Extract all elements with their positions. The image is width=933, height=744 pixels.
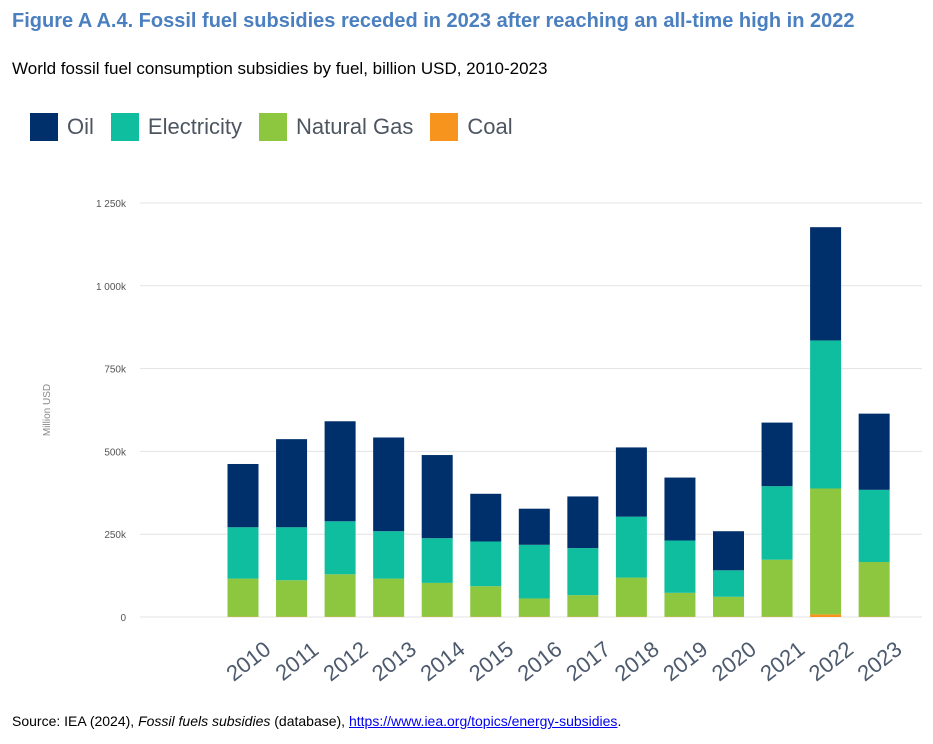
y-axis-title: Million USD (42, 384, 53, 436)
legend-label-oil: Oil (67, 114, 94, 139)
bar-segment-natural-gas (858, 562, 890, 617)
bar-segment-natural-gas (761, 559, 793, 617)
x-tick-label: 2011 (271, 637, 324, 686)
bar-segment-natural-gas (373, 578, 405, 617)
bar-segment-electricity (761, 486, 793, 560)
bar-segment-oil (518, 508, 550, 545)
source-middle: (database), (270, 713, 349, 729)
legend-item-coal[interactable]: Coal (430, 113, 513, 141)
bar-segment-coal (810, 614, 842, 617)
y-tick-label: 750k (104, 365, 127, 376)
x-tick-label: 2020 (707, 636, 761, 686)
bar-segment-electricity (810, 340, 842, 489)
bar-segment-oil (615, 447, 647, 517)
bar-segment-natural-gas (713, 596, 744, 617)
bar-segment-natural-gas (421, 582, 453, 617)
bar-segment-electricity (421, 538, 453, 583)
y-tick-label: 1 000k (96, 282, 127, 293)
bar-segment-natural-gas (518, 598, 550, 617)
bar-segment-oil (227, 463, 259, 528)
x-tick-label: 2022 (804, 636, 858, 686)
source-prefix: Source: IEA (2024), (12, 713, 139, 729)
bar-segment-natural-gas (276, 580, 308, 617)
bar-segment-electricity (518, 544, 550, 599)
bar-segment-oil (324, 421, 356, 522)
y-tick-label: 0 (120, 613, 126, 624)
y-tick-label: 500k (104, 447, 127, 458)
legend-item-natural-gas[interactable]: Natural Gas (259, 113, 413, 141)
bar-segment-electricity (858, 489, 890, 563)
bar-segment-natural-gas (567, 595, 599, 617)
x-tick-label: 2015 (464, 636, 518, 686)
bar-segment-oil (761, 422, 793, 487)
legend-swatch-natural-gas (259, 113, 288, 141)
x-tick-label: 2017 (561, 636, 615, 686)
bar-segment-natural-gas (324, 574, 356, 617)
legend-swatch-oil (30, 113, 58, 141)
bar-segment-natural-gas (664, 592, 696, 617)
bar-segment-electricity (227, 527, 259, 579)
x-tick-label: 2021 (755, 636, 809, 686)
stacked-bar-chart: 0 250k 500k 750k 1 000k 1 250k Million USD 2010… (42, 199, 922, 686)
x-tick-label: 2019 (658, 636, 712, 686)
bar-segment-electricity (615, 516, 647, 578)
bar-segment-natural-gas (615, 577, 647, 617)
bar-segment-electricity (567, 548, 599, 596)
bar-segment-oil (713, 531, 744, 571)
bar-segment-electricity (276, 527, 308, 581)
x-tick-label: 2023 (853, 636, 907, 686)
legend-item-oil[interactable]: Oil (30, 113, 94, 141)
legend-label-coal: Coal (467, 114, 513, 139)
x-tick-label: 2014 (416, 636, 470, 686)
bar-segment-electricity (373, 531, 405, 579)
figure-subtitle: World fossil fuel consumption subsidies … (12, 59, 548, 78)
bar-segment-oil (664, 477, 696, 541)
legend-swatch-coal (430, 113, 459, 141)
x-tick-label: 2012 (318, 636, 372, 686)
bar-segment-oil (858, 413, 890, 490)
source-suffix: . (617, 713, 622, 729)
x-tick-label: 2010 (221, 636, 275, 686)
x-tick-label: 2016 (513, 636, 567, 686)
bar-segment-electricity (713, 570, 744, 597)
y-tick-label: 1 250k (96, 199, 127, 210)
x-tick-label: 2018 (610, 636, 664, 686)
bar-segment-natural-gas (470, 586, 502, 617)
figure-title: Figure A A.4. Fossil fuel subsidies rece… (12, 10, 855, 32)
legend: Oil Electricity Natural Gas Coal (30, 113, 530, 141)
bar-segment-oil (421, 455, 453, 539)
source-link[interactable]: https://www.iea.org/topics/energy-subsid… (348, 713, 618, 729)
bar-segment-electricity (664, 540, 696, 593)
bar-segment-electricity (470, 541, 502, 587)
bar-segment-natural-gas (810, 488, 842, 615)
bar-segment-oil (276, 439, 308, 528)
bar-segment-oil (567, 496, 599, 549)
legend-item-electricity[interactable]: Electricity (110, 113, 243, 141)
x-tick-label: 2013 (367, 636, 421, 686)
bar-segment-electricity (324, 521, 356, 575)
bar-segment-oil (373, 437, 405, 532)
bar-segment-oil (470, 493, 502, 542)
bar-segment-natural-gas (227, 578, 259, 617)
legend-label-electricity: Electricity (147, 114, 243, 139)
source-database-name: Fossil fuels subsidies (138, 713, 271, 729)
legend-label-natural-gas: Natural Gas (296, 114, 414, 139)
bar-segment-oil (810, 227, 842, 341)
legend-swatch-electricity (110, 113, 139, 141)
y-tick-label: 250k (104, 530, 127, 541)
source-note: Source: IEA (2024), Fossil fuels subsidi… (12, 713, 621, 729)
